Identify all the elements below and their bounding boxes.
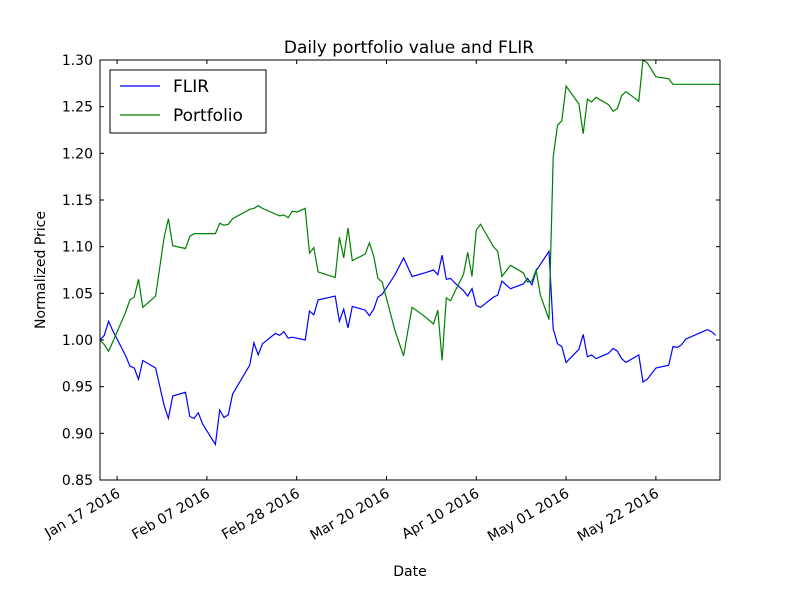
legend: FLIR Portfolio	[109, 69, 267, 134]
y-tick-label: 0.95	[62, 380, 93, 396]
legend-box	[109, 69, 267, 134]
y-tick-label: 1.10	[62, 240, 93, 256]
y-tick-label: 1.00	[62, 333, 93, 349]
legend-label-portfolio: Portfolio	[173, 106, 243, 126]
y-tick-label: 1.15	[62, 193, 93, 209]
x-axis-title: Date	[393, 564, 426, 580]
x-tick-label: Apr 10 2016	[399, 486, 482, 543]
y-tick-label: 1.30	[62, 53, 93, 69]
legend-label-flir: FLIR	[173, 77, 209, 97]
x-tick-label: Mar 20 2016	[308, 486, 393, 544]
y-tick-label: 1.25	[62, 100, 93, 116]
y-axis-title: Normalized Price	[33, 211, 49, 329]
y-tick-label: 1.05	[62, 286, 93, 302]
x-tick-label: May 22 2016	[575, 486, 662, 546]
series-line-flir	[99, 249, 717, 447]
plot-frame	[99, 59, 721, 481]
series-line-portfolio	[99, 58, 720, 361]
y-tick-label: 1.20	[62, 146, 93, 162]
y-tick-label: 0.90	[62, 426, 93, 442]
y-tick-label: 0.85	[62, 473, 93, 489]
x-tick-label: May 01 2016	[485, 486, 572, 546]
x-tick-label: Jan 17 2016	[42, 486, 124, 542]
x-tick-label: Feb 28 2016	[219, 486, 303, 543]
x-tick-label: Feb 07 2016	[129, 486, 213, 543]
chart-title: Daily portfolio value and FLIR	[284, 38, 534, 58]
plot-series	[99, 58, 720, 447]
